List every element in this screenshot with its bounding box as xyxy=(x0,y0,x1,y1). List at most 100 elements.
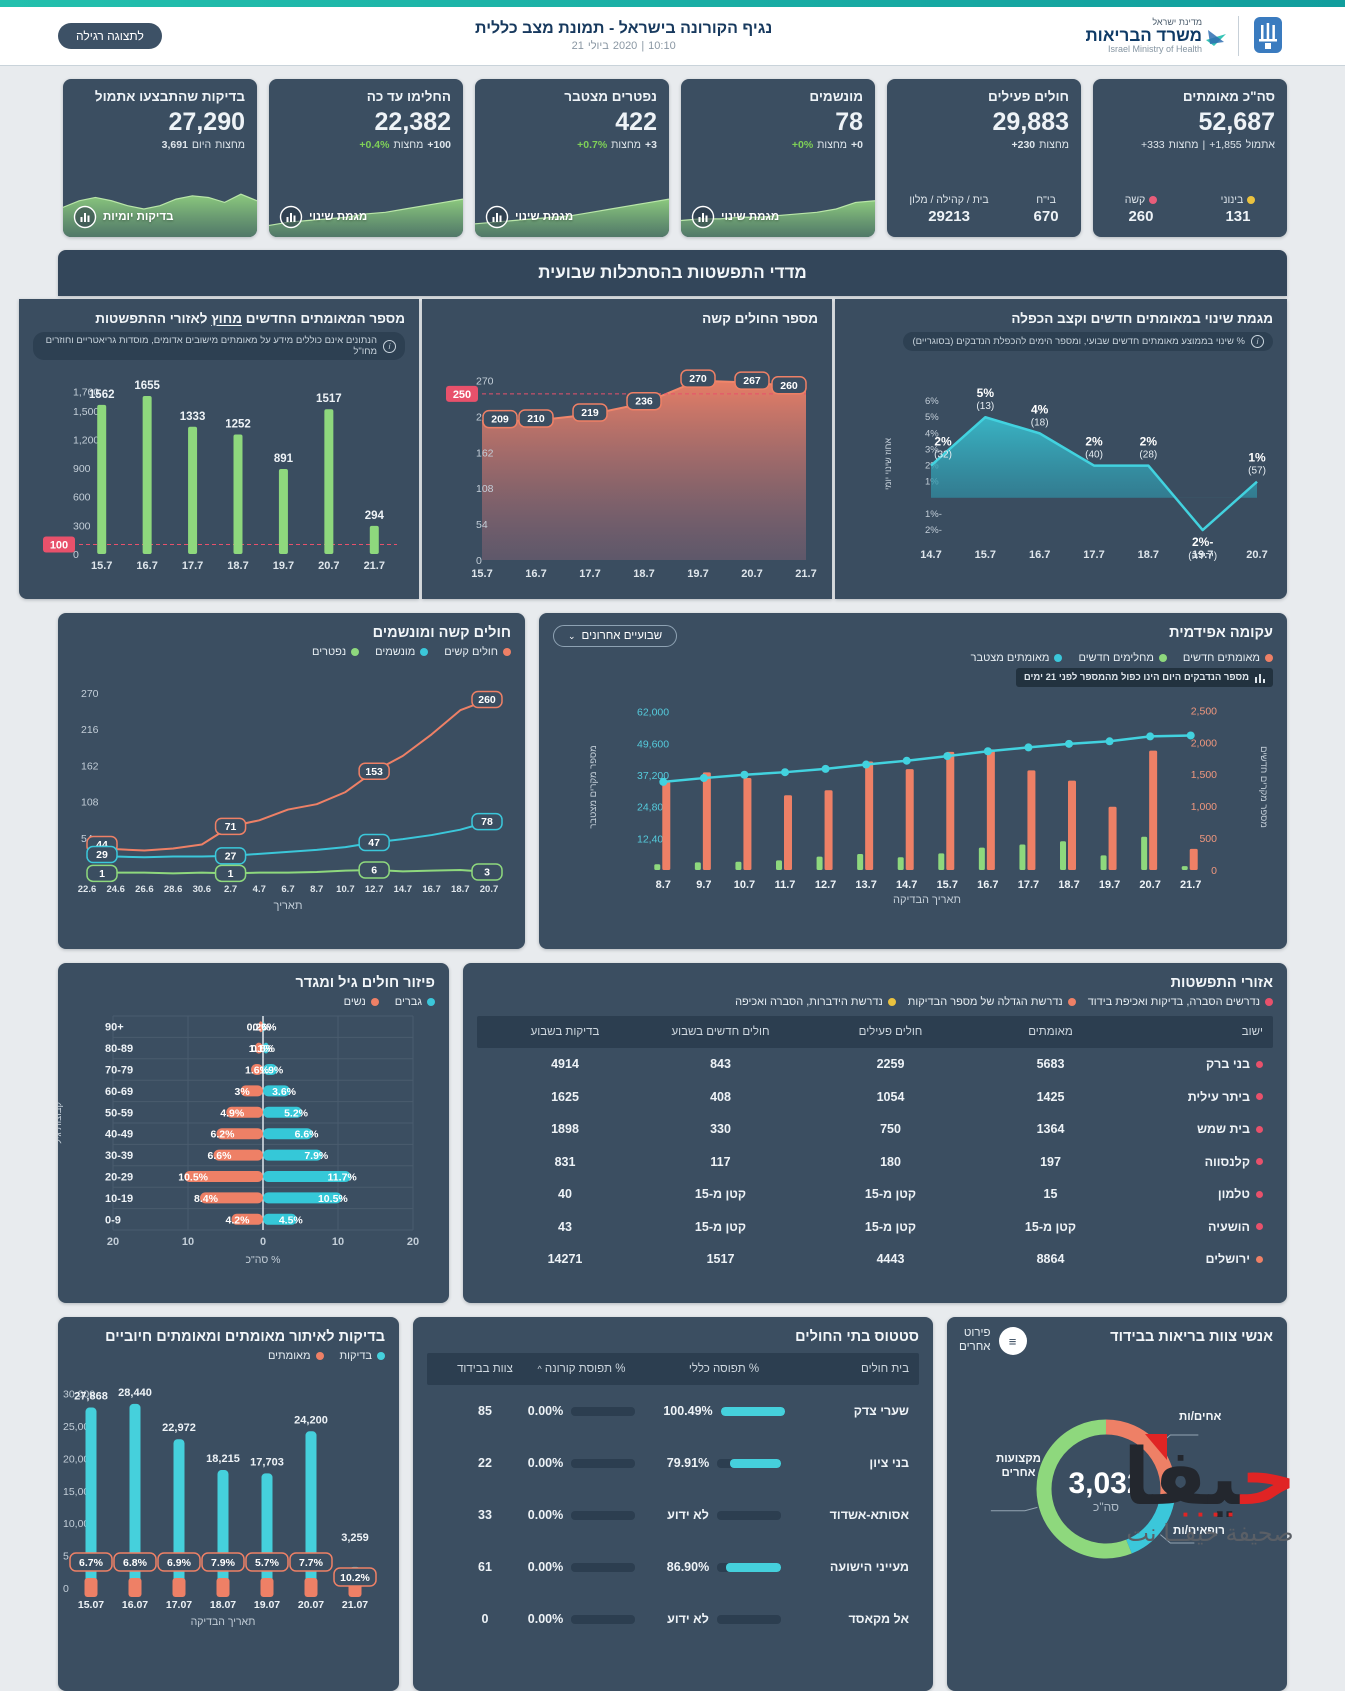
legend-dot xyxy=(887,998,896,1006)
table-cell: קטן מ-15 xyxy=(864,1187,917,1202)
logo-divider xyxy=(1238,16,1239,56)
logo-line3: Israel Ministry of Health xyxy=(1107,43,1202,54)
trend-change-button[interactable]: מגמת שינוי xyxy=(485,205,573,229)
svg-text:1,500: 1,500 xyxy=(1191,769,1217,781)
top-accent-strip xyxy=(0,0,1345,7)
svg-text:21.7: 21.7 xyxy=(795,568,816,580)
legend-item: נדרשת הידברות, הסברה ואכיפה xyxy=(735,996,896,1008)
substat-label-text: בית / קהילה / מלון xyxy=(909,194,989,206)
chevron-down-icon: ⌄ xyxy=(568,630,576,641)
svg-text:16.07: 16.07 xyxy=(122,1599,148,1611)
svg-text:6.9%: 6.9% xyxy=(167,1557,192,1569)
stat-card-delta: 3,691 היום מחצות xyxy=(63,137,257,151)
legend-item: מאומתים חדשים xyxy=(1183,652,1273,664)
tests-card: בדיקות לאיתור מאומתים ומאומתים חיוביים ב… xyxy=(58,1317,399,1691)
svg-text:3%: 3% xyxy=(925,444,939,455)
svg-text:270: 270 xyxy=(689,373,707,385)
svg-text:7.9%: 7.9% xyxy=(304,1150,329,1162)
occupancy-bar xyxy=(720,1406,785,1416)
svg-text:(ירידה): (ירידה) xyxy=(1188,551,1217,562)
svg-text:(57): (57) xyxy=(1248,466,1266,477)
substat-label-text: קשה xyxy=(1124,194,1146,206)
svg-text:1,500: 1,500 xyxy=(73,406,99,418)
svg-text:270: 270 xyxy=(81,688,99,700)
spread-areas-card: אזורי התפשטות נדרשים הסברה, בדיקות ואכיפ… xyxy=(463,963,1287,1303)
age-gender-title: פיזור חולים גיל ומגדר xyxy=(295,975,435,991)
info-icon: i xyxy=(383,339,396,353)
chart-circle-icon xyxy=(691,205,715,229)
svg-text:-2%: -2% xyxy=(925,525,942,536)
spread-areas-title: אזורי התפשטות xyxy=(1170,975,1273,991)
substat-value: 29213 xyxy=(928,208,970,225)
epidemic-legend: מאומתים חדשים מחלימים חדשים מאומתים מצטבר xyxy=(553,652,1273,664)
section-title: מדדי התפשטות בהסתכלות שבועית xyxy=(538,263,807,282)
delta-part: מחצות xyxy=(215,138,245,151)
datetime-part: ביולי xyxy=(587,40,609,52)
period-dropdown[interactable]: שבועיים אחרונים ⌄ xyxy=(553,625,678,647)
regular-view-button[interactable]: לתצוגה רגילה xyxy=(58,23,162,49)
legend-item: מחלימים חדשים xyxy=(1078,652,1167,664)
svg-text:54: 54 xyxy=(81,833,93,845)
svg-text:2,000: 2,000 xyxy=(1191,737,1217,749)
svg-text:30.6: 30.6 xyxy=(193,884,212,895)
stat-card-substats: בי"ח 670 בית / קהילה / מלון 29213 xyxy=(887,194,1081,225)
page-title: נגיף הקורונה בישראל - תמונת מצב כללית xyxy=(475,20,773,37)
trend-change-button[interactable]: מגמת שינוי xyxy=(279,205,367,229)
svg-text:26.6: 26.6 xyxy=(135,884,154,895)
israel-emblem-icon xyxy=(1249,14,1287,58)
svg-text:12,400: 12,400 xyxy=(637,833,669,845)
svg-text:5.2%: 5.2% xyxy=(284,1107,309,1119)
occupancy-bar xyxy=(717,1458,782,1468)
svg-text:(13): (13) xyxy=(976,401,994,412)
hospitals-card: סטטוס בתי החולים בית חולים % תפוסה כללי % … xyxy=(413,1317,933,1691)
svg-text:600: 600 xyxy=(73,492,91,504)
chart-circle-icon xyxy=(73,205,97,229)
ministry-logo: מדינת ישראל משרד הבריאות Israel Ministry… xyxy=(1085,14,1287,58)
others-detail-button[interactable]: פירוט אחרים ≡ xyxy=(959,1327,1027,1355)
svg-text:20: 20 xyxy=(407,1236,419,1248)
spread-indicators-section: מדדי התפשטות בהסתכלות שבועית מגמת שינוי … xyxy=(19,250,1287,599)
epidemic-title: עקומה אפידמית xyxy=(1169,625,1273,641)
table-cell: 40 xyxy=(558,1187,572,1202)
table-row: קלנסווה 197 180 117 831 xyxy=(477,1146,1273,1179)
delta-part: +1,855 xyxy=(1209,138,1242,151)
svg-text:10: 10 xyxy=(182,1236,194,1248)
trend-change-button[interactable]: בדיקות יומיות xyxy=(73,205,173,229)
datetime-part: 21 xyxy=(571,40,584,52)
svg-text:+90: +90 xyxy=(105,1022,124,1034)
svg-text:50-59: 50-59 xyxy=(105,1107,133,1119)
spread-areas-legend: נדרשים הסברה, בדיקות ואכיפת בידוד נדרשת ה… xyxy=(477,996,1273,1008)
svg-text:מספר מקרים חדשים: מספר מקרים חדשים xyxy=(1258,746,1269,828)
row-epidemic: עקומה אפידמית שבועיים אחרונים ⌄ מאומתים ח… xyxy=(58,613,1287,949)
footer-label: מגמת שינוי xyxy=(721,211,780,223)
svg-text:18,215: 18,215 xyxy=(206,1453,240,1465)
svg-text:27: 27 xyxy=(225,850,237,862)
legend-dot xyxy=(1067,998,1076,1006)
legend-label: מחלימים חדשים xyxy=(1078,652,1154,664)
svg-text:2.7: 2.7 xyxy=(224,884,237,895)
table-cell: 1898 xyxy=(551,1122,579,1137)
svg-text:267: 267 xyxy=(743,375,761,387)
occupancy-fill xyxy=(730,1458,782,1468)
trend-change-button[interactable]: מגמת שינוי xyxy=(691,205,779,229)
column-header: צוות בבידוד xyxy=(457,1363,513,1375)
hospital-name: אסותא-אשדוד xyxy=(829,1508,909,1522)
svg-text:16.7: 16.7 xyxy=(525,568,546,580)
table-row: ירושלים 8864 4443 1517 14271 xyxy=(477,1243,1273,1276)
occupancy-fill xyxy=(720,1406,785,1416)
stat-card-delta: +333 מחצות | +1,855 אתמול xyxy=(1093,137,1287,151)
column-header[interactable]: % תפוסת קורונה ^ xyxy=(537,1363,626,1375)
svg-text:14.7: 14.7 xyxy=(896,879,917,891)
stat-card-delta: +0.7% מחצות +3 xyxy=(475,137,669,151)
table-header: בית חולים % תפוסה כללי % תפוסת קורונה ^ צוו… xyxy=(427,1353,919,1385)
substat-label: בית / קהילה / מלון xyxy=(909,194,988,206)
svg-text:17.7: 17.7 xyxy=(1083,549,1104,561)
town-name: ירושלים xyxy=(1133,1252,1273,1266)
svg-text:294: 294 xyxy=(365,510,385,522)
label-doctors: רופאים/ות xyxy=(1173,1525,1225,1537)
svg-text:6%: 6% xyxy=(925,396,939,407)
occupancy-value: 86.90% xyxy=(666,1560,710,1574)
svg-text:162: 162 xyxy=(476,447,494,459)
hospital-row: אל מקאסד לא ידוע 0.00% 0 xyxy=(427,1593,919,1645)
table-cell: 831 xyxy=(554,1154,576,1169)
